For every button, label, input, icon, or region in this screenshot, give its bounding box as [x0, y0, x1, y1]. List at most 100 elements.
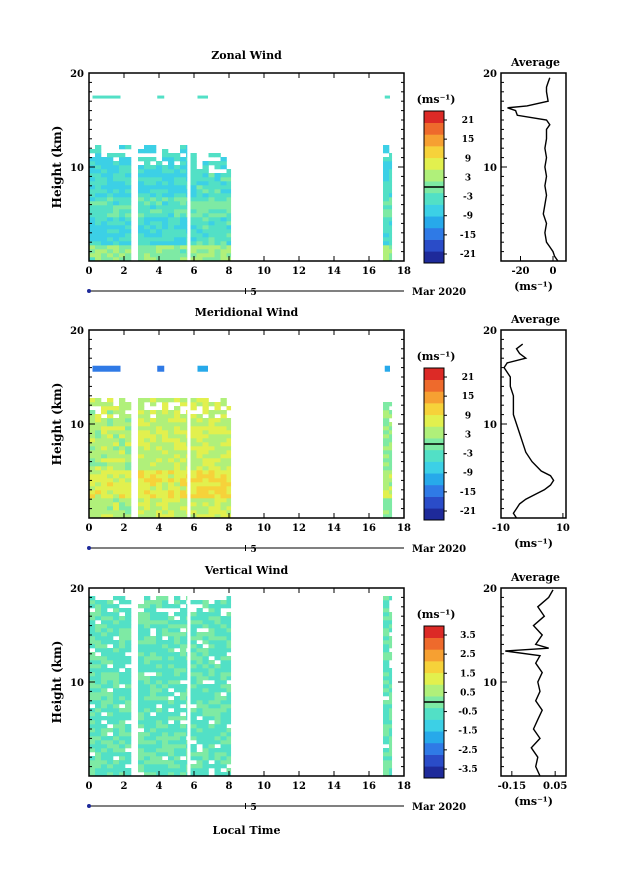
panel1-heat-cell [214, 177, 221, 182]
panel3-heat-cell [383, 712, 390, 717]
panel3-heat-cell [138, 704, 145, 709]
panel1-heat-cell [214, 173, 221, 178]
panel3-heat-cell [202, 724, 209, 729]
panel1-heat-cell [119, 225, 126, 230]
panel1-heat-cell [208, 173, 215, 178]
panel2-heat-cell [162, 482, 169, 487]
panel3-data-block-1 [89, 596, 132, 777]
panel3-heat-cell [208, 708, 215, 713]
panel3-heat-cell [89, 672, 96, 677]
panel1-colorbar-tick-label: 3 [465, 173, 471, 183]
panel1-heat-cell [150, 185, 157, 190]
panel3-colorbar-band [424, 754, 444, 767]
panel1-heat-cell [220, 217, 227, 222]
panel1-heat-cell [214, 225, 221, 230]
panel3-heat-cell [125, 708, 132, 713]
panel2-y-tick-label: 10 [70, 420, 84, 431]
panel3-heat-cell [186, 624, 188, 629]
panel2-heat-cell [383, 494, 390, 499]
panel2-colorbar-band [424, 379, 444, 392]
panel2-heat-cell [162, 494, 169, 499]
panel3-heat-cell [156, 740, 163, 745]
panel3-heat-cell [107, 716, 114, 721]
panel2-heat-cell [383, 458, 390, 463]
panel2-heat-cell [89, 494, 96, 499]
panel2-heat-cell [125, 446, 132, 451]
panel1-heat-cell [196, 169, 203, 174]
panel2-heat-cell [190, 442, 197, 447]
panel3-heat-cell [138, 620, 145, 625]
panel2-heat-cell [138, 430, 145, 435]
panel2-heat-cell [389, 490, 393, 495]
panel1-heat-cell [168, 177, 175, 182]
panel2-heat-cell [208, 494, 215, 499]
panel1-heat-cell [389, 177, 393, 182]
panel2-heat-cell [119, 418, 126, 423]
panel2-heat-cell [214, 438, 221, 443]
panel3-heat-cell [95, 608, 102, 613]
panel1-heat-cell [208, 213, 215, 218]
panel3-colorbar-band [424, 637, 444, 650]
panel3-heat-cell [89, 732, 96, 737]
panel1-colorbar-tick-label: 9 [465, 154, 471, 164]
panel2-heat-cell [156, 462, 163, 467]
panel1-heat-cell [144, 193, 151, 198]
panel2-heat-cell [202, 514, 209, 519]
panel1-heat-cell [186, 185, 188, 190]
panel3-heat-cell [208, 648, 215, 653]
panel2-heat-cell [144, 490, 151, 495]
panel1-heat-cell [389, 209, 393, 214]
panel2-heat-cell [89, 466, 96, 471]
panel2-heat-cell [119, 494, 126, 499]
panel2-heat-cell [202, 490, 209, 495]
panel3-heat-cell [107, 612, 114, 617]
panel3-heat-cell [226, 628, 232, 633]
panel2-average-frame [500, 329, 567, 519]
panel3-heat-cell [95, 668, 102, 673]
panel3-heat-cell [196, 752, 203, 757]
panel3-heat-cell [174, 620, 181, 625]
panel3-heat-cell [162, 644, 169, 649]
panel3-heat-cell [156, 656, 163, 661]
panel3-heat-cell [389, 628, 393, 633]
panel3-heat-cell [101, 708, 108, 713]
panel2-heat-cell [202, 486, 209, 491]
panel2-heat-cell [389, 454, 393, 459]
panel3-heat-cell [389, 620, 393, 625]
panel2-heat-cell [196, 414, 203, 419]
panel1-heat-cell [95, 217, 102, 222]
panel1-heat-cell [208, 253, 215, 258]
panel3-heat-cell [226, 712, 232, 717]
panel2-heat-cell [125, 450, 132, 455]
panel3-heat-cell [196, 760, 203, 765]
panel3-date-marker [87, 804, 91, 808]
panel3-heat-cell [101, 756, 108, 761]
panel1-heat-cell [113, 217, 120, 222]
panel2-heat-cell [208, 434, 215, 439]
panel2-heat-cell [214, 478, 221, 483]
panel3-heat-cell [220, 756, 227, 761]
panel2-heat-cell [144, 474, 151, 479]
panel1-heat-cell [174, 177, 181, 182]
panel1-x-tick-label: 10 [257, 266, 271, 277]
panel2-heat-cell [156, 454, 163, 459]
panel1-title: Zonal Wind [211, 49, 282, 62]
panel1-heat-cell [125, 249, 132, 254]
panel3-heat-cell [138, 668, 145, 673]
panel3-heat-cell [389, 720, 393, 725]
panel3-heat-cell [125, 760, 132, 765]
panel3-heat-cell [150, 744, 157, 749]
panel2-x-tick-label: 2 [121, 523, 128, 534]
panel3-heat-cell [156, 724, 163, 729]
panel1-heat-cell [119, 181, 126, 186]
panel2-heat-cell [220, 510, 227, 515]
panel1-heat-cell [162, 153, 169, 158]
panel3-heat-cell [190, 744, 197, 749]
panel3-heat-cell [162, 736, 169, 741]
panel2-heat-cell [214, 494, 221, 499]
panel3-heat-cell [174, 716, 181, 721]
panel2-heat-cell [389, 414, 393, 419]
panel3-heat-cell [138, 720, 145, 725]
panel3-heat-cell [150, 600, 157, 605]
panel3-heat-cell [125, 696, 132, 701]
